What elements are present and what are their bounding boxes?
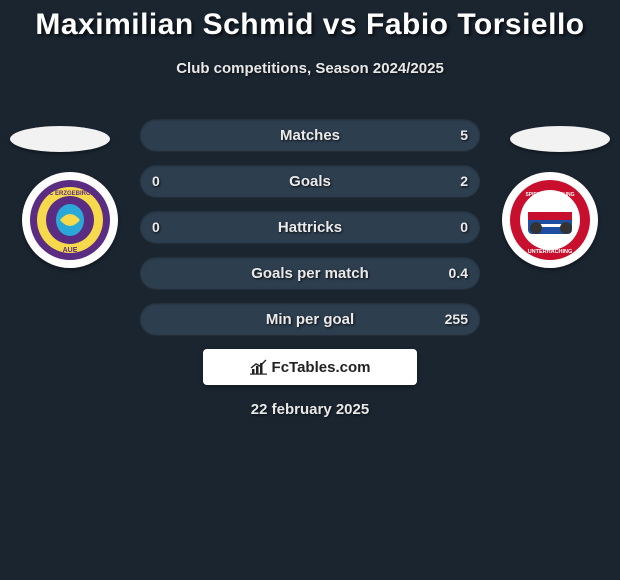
club-logo-right-icon: SPIELVEREINIGUNG UNTERHACHING [508,178,592,262]
stat-row: Goals per match 0.4 [140,257,480,289]
date-text: 22 february 2025 [0,401,620,418]
branding-box: FcTables.com [203,349,417,385]
stat-value-right: 255 [445,311,468,327]
club-logo-left-icon: FC ERZGEBIRGE AUE [28,178,112,262]
chart-icon [250,359,268,375]
stat-value-right: 5 [460,127,468,143]
stat-row: 0 Goals 2 [140,165,480,197]
stat-value-left: 0 [152,219,160,235]
stat-label: Goals [289,173,331,190]
player-right-oval [510,126,610,152]
player-left-oval [10,126,110,152]
subtitle: Club competitions, Season 2024/2025 [0,60,620,77]
svg-text:SPIELVEREINIGUNG: SPIELVEREINIGUNG [525,192,574,198]
stat-row: Min per goal 255 [140,303,480,335]
page-title: Maximilian Schmid vs Fabio Torsiello [0,0,620,42]
stat-label: Hattricks [278,219,342,236]
svg-text:UNTERHACHING: UNTERHACHING [528,249,573,255]
branding-text: FcTables.com [272,359,371,376]
svg-text:AUE: AUE [63,247,78,254]
stat-label: Goals per match [251,265,369,282]
stat-value-left: 0 [152,173,160,189]
stat-value-right: 0 [460,219,468,235]
stat-label: Matches [280,127,340,144]
stat-value-right: 0.4 [449,265,468,281]
club-badge-left: FC ERZGEBIRGE AUE [22,172,118,268]
svg-text:FC ERZGEBIRGE: FC ERZGEBIRGE [45,191,94,197]
club-badge-right: SPIELVEREINIGUNG UNTERHACHING [502,172,598,268]
stat-label: Min per goal [266,311,354,328]
stat-row: 0 Hattricks 0 [140,211,480,243]
stat-value-right: 2 [460,173,468,189]
stat-row: Matches 5 [140,119,480,151]
